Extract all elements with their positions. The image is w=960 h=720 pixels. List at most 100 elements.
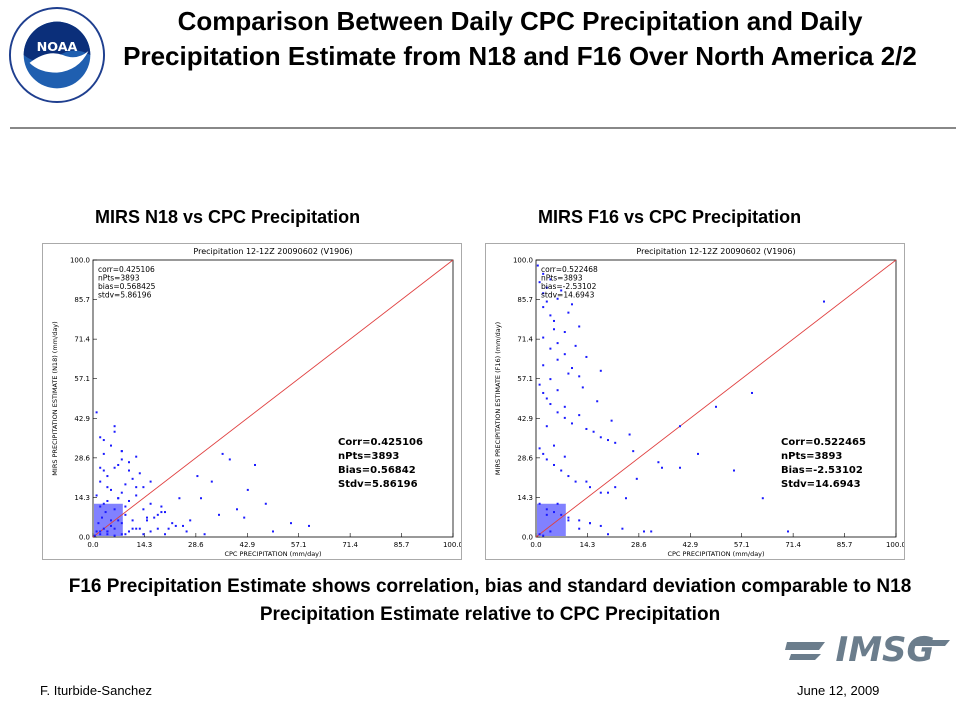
chart-0-x-tick-label: 100.0 [443,541,461,549]
chart-1-data-point [661,466,663,469]
chart-1-one-to-one-line [535,259,897,538]
chart-1-data-point [592,430,595,433]
chart-1-data-point [787,530,789,533]
chart-1-data-point [563,405,566,408]
chart-0-x-tick-label: 0.0 [87,541,98,549]
chart-1-data-point [549,278,552,281]
chart-1-data-point [545,397,548,400]
chart-1-data-point [607,439,609,442]
chart-0-data-point [135,527,138,530]
chart-0-data-point [102,452,105,455]
chart-1-data-point [585,427,588,430]
chart-0-data-point [243,516,246,519]
chart-1-data-point [657,461,660,464]
f16-scatter-panel: Precipitation 12-12Z 20090602 (V1906) 0.0… [485,243,906,560]
chart-1-data-point [621,527,624,530]
noaa-logo: NOAA [8,6,106,104]
chart-1-x-tick-label: 42.9 [682,541,698,549]
chart-1-data-point [549,403,552,406]
chart-0-data-point [102,439,105,442]
chart-1-data-point [542,364,545,367]
chart-1-data-point [545,513,548,516]
chart-0-data-point [113,527,116,530]
chart-0-data-point [149,502,152,505]
chart-0-data-point [236,508,238,511]
chart-0-data-point [113,430,116,433]
chart-0-stat-box-line: Stdv=5.86196 [338,479,418,490]
chart-1-data-point [542,306,545,309]
chart-0-data-point [128,461,130,464]
chart-0-y-tick-label: 85.7 [74,296,90,304]
chart-1-data-point [599,369,602,372]
chart-0-x-tick-label: 71.4 [342,541,358,549]
chart-0-data-point [93,534,96,537]
chart-1-y-tick-label: 14.3 [517,494,533,502]
chart-1-data-point [574,480,577,483]
n18-scatter-panel: Precipitation 12-12Z 20090602 (V1906) 0.0… [42,243,463,560]
chart-1-data-point [823,300,825,303]
chart-0-data-point [149,480,152,483]
chart-1-data-point [556,389,559,392]
chart-1-data-point [538,502,541,505]
chart-1-data-point [549,378,552,381]
chart-1-data-point [585,355,588,358]
chart-0-data-point [117,519,120,522]
chart-1-data-point [625,497,627,500]
chart-0-plot-title: Precipitation 12-12Z 20090602 (V1906) [193,247,352,256]
chart-1-y-tick-label: 100.0 [513,257,533,265]
chart-1-data-point [549,314,552,317]
chart-1-stat-box-line: Bias=-2.53102 [781,465,863,476]
chart-0-x-axis-label: CPC PRECIPITATION (mm/day) [224,550,321,558]
chart-1-data-point [567,311,570,314]
chart-1-x-tick-label: 14.3 [580,541,596,549]
chart-0-data-point [99,533,102,536]
chart-0-data-point [99,480,102,483]
chart-1-data-point [632,450,635,453]
noaa-wordmark: NOAA [37,40,78,55]
chart-0-data-point [142,508,145,511]
chart-1-inner-stat: stdv=14.6943 [541,291,595,300]
chart-0-data-point [135,494,138,497]
chart-0-y-axis-label: MIRS PRECIPITATION ESTIMATE (N18) (mm/da… [51,321,59,475]
chart-1-data-point [589,522,591,525]
chart-0-data-point [110,488,112,491]
chart-0-data-point [95,530,98,533]
chart-1-stat-box-line: Stdv=14.6943 [781,479,861,490]
chart-0-data-point [106,486,109,489]
chart-1-y-axis-label: MIRS PRECIPITATION ESTIMATE (F16) (mm/da… [494,322,502,475]
chart-1-data-point [614,441,617,444]
chart-0-data-point [264,502,267,505]
chart-0-data-point [99,466,102,469]
chart-1-data-point [553,511,555,514]
chart-0-y-tick-label: 28.6 [74,454,90,462]
chart-1-inner-stat: bias=-2.53102 [541,282,597,291]
chart-0-data-point [246,488,249,491]
chart-0-inner-stat: corr=0.425106 [98,265,155,274]
chart-0-data-point [110,444,112,447]
chart-1-data-point [607,491,609,494]
chart-0-data-point [142,486,145,489]
chart-0-data-point [153,516,156,519]
chart-0-data-point [120,522,123,525]
chart-0-data-point [149,530,152,533]
chart-0-y-tick-label: 71.4 [74,336,90,344]
imsg-logo: IMSG [785,630,950,670]
chart-0-data-point [124,533,127,536]
chart-1-data-point [599,436,602,439]
chart-1-plot-frame [535,259,897,538]
chart-1-data-point [571,422,573,425]
chart-1-data-point [545,300,548,303]
chart-1-data-point [538,447,541,450]
chart-0-data-point [106,475,109,478]
chart-1-data-point [679,466,681,469]
chart-1-dense-cluster [537,503,566,536]
chart-0-data-point [106,530,109,533]
chart-0-data-point [124,505,127,508]
chart-0-data-point [221,452,224,455]
chart-0-data-point [174,524,177,527]
chart-0-data-point [124,483,127,486]
chart-0-stat-box-line: nPts=3893 [338,451,399,462]
chart-1-inner-stat: corr=0.522468 [541,265,598,274]
chart-1-data-point [643,530,645,533]
chart-0-data-point [203,533,206,536]
